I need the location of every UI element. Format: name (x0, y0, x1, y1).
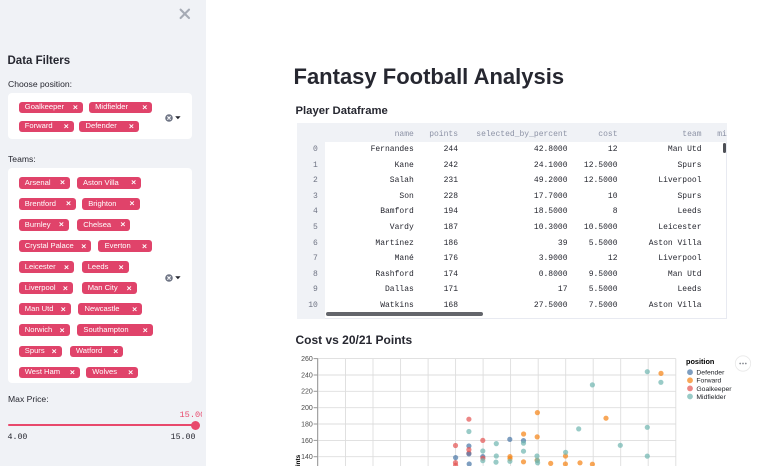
svg-text:160: 160 (301, 438, 313, 445)
svg-text:Goalkeeper: Goalkeeper (696, 386, 732, 393)
svg-text:20/21 points: 20/21 points (295, 454, 302, 466)
svg-text:260: 260 (301, 356, 313, 363)
svg-text:Midfielder: Midfielder (696, 394, 726, 401)
svg-text:240: 240 (301, 372, 313, 379)
svg-text:140: 140 (301, 454, 313, 461)
svg-text:Forward: Forward (696, 378, 721, 385)
svg-text:220: 220 (301, 389, 313, 396)
svg-text:180: 180 (301, 421, 313, 428)
svg-text:position: position (686, 357, 714, 366)
svg-text:200: 200 (301, 405, 313, 412)
svg-text:Defender: Defender (696, 370, 725, 377)
